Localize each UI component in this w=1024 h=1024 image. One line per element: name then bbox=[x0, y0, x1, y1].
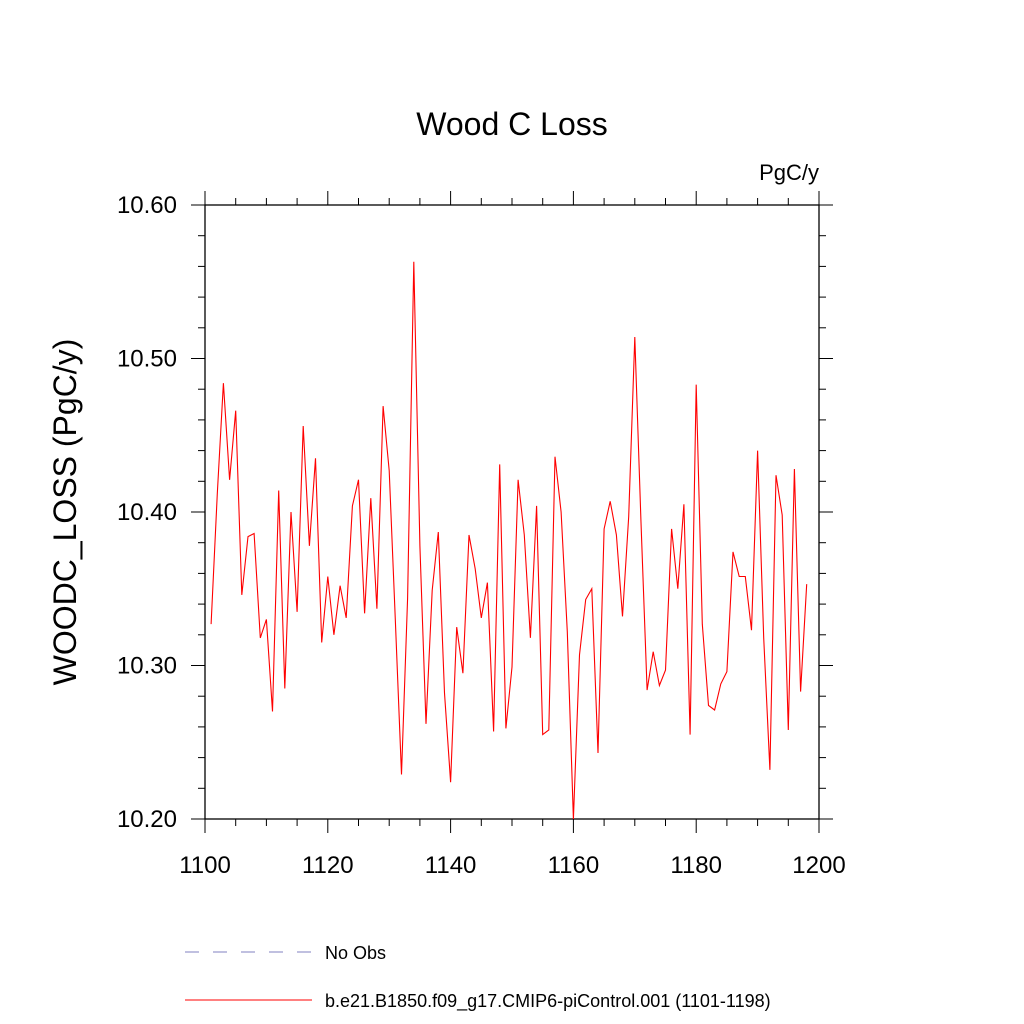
y-tick-label: 10.40 bbox=[117, 499, 177, 526]
x-tick-label: 1160 bbox=[548, 852, 600, 879]
y-tick-label: 10.50 bbox=[117, 346, 177, 373]
chart-title: Wood C Loss bbox=[416, 106, 608, 142]
y-tick-label: 10.20 bbox=[117, 806, 177, 833]
plot-frame bbox=[204, 204, 820, 820]
series-line-1 bbox=[210, 261, 808, 820]
x-tick-label: 1200 bbox=[792, 852, 845, 879]
units-label: PgC/y bbox=[759, 160, 819, 185]
y-tick-label: 10.30 bbox=[117, 653, 177, 680]
x-tick-label: 1180 bbox=[670, 852, 722, 879]
legend-label-0: No Obs bbox=[325, 943, 386, 963]
legend-label-1: b.e21.B1850.f09_g17.CMIP6-piControl.001 … bbox=[325, 991, 771, 1012]
x-tick-label: 1100 bbox=[179, 852, 231, 879]
x-tick-label: 1120 bbox=[302, 852, 354, 879]
x-tick-label: 1140 bbox=[425, 852, 477, 879]
y-tick-label: 10.60 bbox=[117, 192, 177, 219]
y-axis-label: WOODC_LOSS (PgC/y) bbox=[47, 339, 83, 686]
